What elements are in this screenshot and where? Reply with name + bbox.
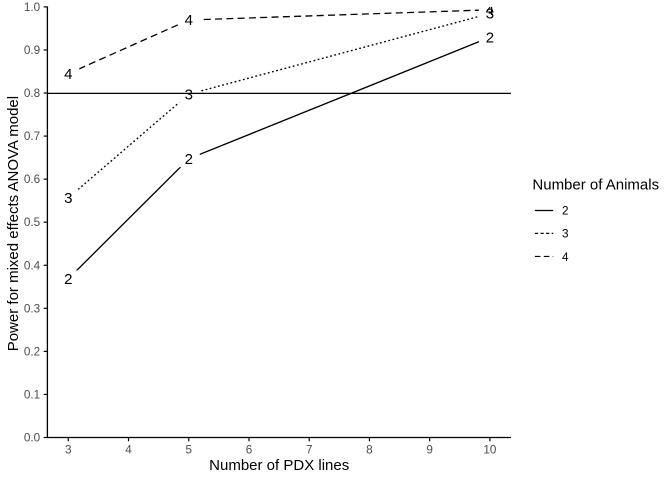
svg-text:6: 6 xyxy=(246,444,253,457)
svg-text:0.8: 0.8 xyxy=(24,87,41,100)
svg-text:0.9: 0.9 xyxy=(24,44,40,57)
svg-text:5: 5 xyxy=(185,444,192,457)
svg-text:2: 2 xyxy=(185,151,193,168)
svg-text:3: 3 xyxy=(65,444,72,457)
svg-text:3: 3 xyxy=(64,190,72,207)
svg-text:1.0: 1.0 xyxy=(24,1,41,14)
svg-text:0.0: 0.0 xyxy=(24,432,41,445)
svg-text:2: 2 xyxy=(64,271,72,288)
svg-text:4: 4 xyxy=(185,12,193,29)
svg-text:4: 4 xyxy=(562,251,569,264)
svg-text:0.5: 0.5 xyxy=(24,216,41,229)
svg-text:3: 3 xyxy=(185,86,193,103)
svg-text:Power for mixed effects ANOVA: Power for mixed effects ANOVA model xyxy=(5,96,22,351)
svg-text:0.3: 0.3 xyxy=(24,302,40,315)
svg-text:0.4: 0.4 xyxy=(24,259,41,272)
svg-text:8: 8 xyxy=(366,444,373,457)
svg-text:9: 9 xyxy=(426,444,433,457)
svg-text:0.6: 0.6 xyxy=(24,173,40,186)
svg-text:4: 4 xyxy=(486,2,494,19)
svg-text:3: 3 xyxy=(562,228,569,241)
svg-text:Number of Animals: Number of Animals xyxy=(532,176,659,193)
svg-text:Number of PDX lines: Number of PDX lines xyxy=(209,457,349,474)
svg-text:2: 2 xyxy=(562,205,569,218)
svg-text:3: 3 xyxy=(486,6,494,23)
svg-text:10: 10 xyxy=(483,444,497,457)
svg-text:4: 4 xyxy=(64,66,72,83)
svg-text:4: 4 xyxy=(125,444,132,457)
svg-text:0.1: 0.1 xyxy=(24,388,40,401)
svg-text:0.2: 0.2 xyxy=(24,345,40,358)
svg-text:7: 7 xyxy=(306,444,313,457)
svg-text:2: 2 xyxy=(486,29,494,46)
svg-text:0.7: 0.7 xyxy=(24,130,40,143)
